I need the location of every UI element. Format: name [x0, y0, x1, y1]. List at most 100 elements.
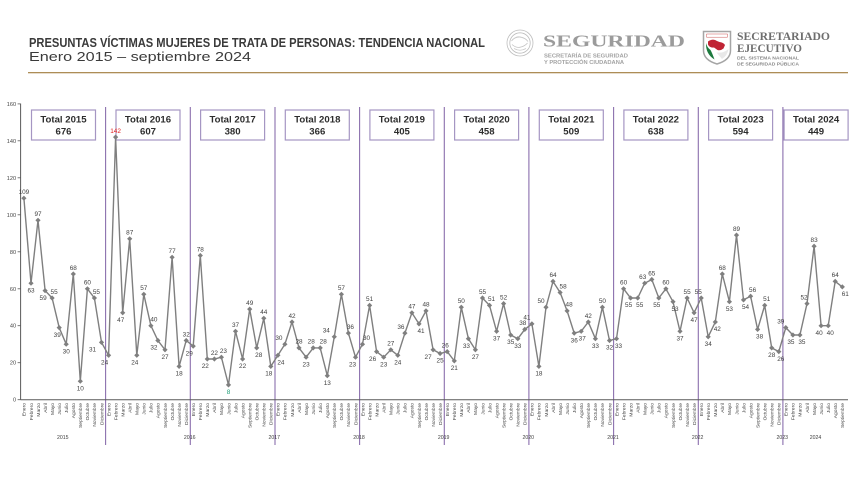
svg-text:44: 44: [260, 309, 268, 316]
svg-text:Total 2016: Total 2016: [125, 115, 171, 126]
svg-text:Enero: Enero: [22, 403, 28, 416]
svg-text:40: 40: [827, 330, 835, 337]
svg-text:2015: 2015: [57, 435, 69, 441]
svg-text:38: 38: [756, 334, 764, 341]
svg-text:Y PROTECCIÓN CIUDADANA: Y PROTECCIÓN CIUDADANA: [544, 58, 624, 66]
svg-text:61: 61: [842, 291, 850, 298]
svg-text:60: 60: [84, 280, 92, 287]
svg-text:55: 55: [51, 289, 59, 296]
svg-text:Mayo: Mayo: [558, 403, 564, 415]
svg-text:Marzo: Marzo: [798, 403, 804, 417]
svg-text:Febrero: Febrero: [621, 403, 627, 420]
svg-text:41: 41: [523, 315, 531, 322]
svg-text:Septiembre: Septiembre: [332, 403, 338, 428]
svg-text:Julio: Julio: [64, 403, 70, 413]
svg-text:Noviembre: Noviembre: [600, 403, 606, 427]
svg-text:Diciembre: Diciembre: [353, 403, 359, 425]
svg-text:Total 2015: Total 2015: [40, 115, 87, 126]
svg-text:23: 23: [303, 361, 311, 368]
svg-text:676: 676: [55, 127, 71, 138]
svg-text:2021: 2021: [607, 435, 619, 441]
svg-text:Diciembre: Diciembre: [184, 403, 190, 425]
svg-text:52: 52: [500, 294, 508, 301]
svg-text:Septiembre: Septiembre: [586, 403, 592, 428]
svg-text:2022: 2022: [692, 435, 704, 441]
svg-text:18: 18: [265, 371, 273, 378]
svg-text:Noviembre: Noviembre: [516, 403, 522, 427]
svg-text:Marzo: Marzo: [374, 403, 380, 417]
svg-text:55: 55: [93, 289, 101, 296]
svg-text:35: 35: [787, 339, 795, 346]
svg-text:Febrero: Febrero: [537, 403, 543, 420]
svg-text:Enero: Enero: [530, 403, 536, 416]
svg-text:50: 50: [537, 298, 545, 305]
svg-text:Noviembre: Noviembre: [685, 403, 691, 427]
svg-text:32: 32: [150, 345, 158, 352]
svg-text:Noviembre: Noviembre: [177, 403, 183, 427]
svg-text:36: 36: [397, 324, 405, 331]
svg-text:Enero: Enero: [784, 403, 790, 416]
svg-text:47: 47: [117, 317, 125, 324]
svg-text:Abril: Abril: [636, 403, 642, 413]
svg-text:28: 28: [308, 339, 316, 346]
svg-text:Mayo: Mayo: [389, 403, 395, 415]
svg-text:Diciembre: Diciembre: [607, 403, 613, 425]
svg-text:PRESUNTAS VÍCTIMAS MUJERES DE: PRESUNTAS VÍCTIMAS MUJERES DE TRATA DE P…: [29, 35, 485, 50]
svg-text:29: 29: [186, 350, 194, 357]
svg-text:380: 380: [225, 127, 241, 138]
svg-text:Febrero: Febrero: [29, 403, 35, 420]
svg-text:28: 28: [255, 352, 263, 359]
svg-text:Julio: Julio: [826, 403, 832, 413]
svg-text:Mayo: Mayo: [50, 403, 56, 415]
svg-text:60: 60: [10, 287, 16, 293]
svg-text:Enero: Enero: [360, 403, 366, 416]
svg-text:21: 21: [451, 365, 459, 372]
svg-text:87: 87: [126, 230, 134, 237]
svg-text:28: 28: [320, 339, 328, 346]
svg-text:42: 42: [288, 313, 296, 320]
svg-text:57: 57: [338, 285, 346, 292]
svg-text:37: 37: [579, 336, 587, 343]
svg-text:Junio: Junio: [142, 403, 148, 415]
svg-text:Mayo: Mayo: [727, 403, 733, 415]
svg-text:109: 109: [19, 189, 30, 196]
svg-text:Septiembre: Septiembre: [248, 403, 254, 428]
svg-text:Diciembre: Diciembre: [523, 403, 529, 425]
svg-text:458: 458: [479, 127, 496, 138]
svg-text:55: 55: [625, 302, 633, 309]
svg-text:40: 40: [10, 324, 16, 330]
svg-text:Julio: Julio: [318, 403, 324, 413]
svg-text:Febrero: Febrero: [113, 403, 119, 420]
svg-text:78: 78: [197, 246, 205, 253]
svg-text:32: 32: [183, 331, 191, 338]
svg-text:47: 47: [408, 304, 416, 311]
svg-text:39: 39: [777, 318, 785, 325]
svg-text:37: 37: [232, 322, 240, 329]
svg-text:Agosto: Agosto: [833, 403, 839, 419]
svg-text:594: 594: [733, 127, 750, 138]
svg-text:Octubre: Octubre: [678, 403, 684, 421]
svg-text:Abril: Abril: [382, 403, 388, 413]
svg-text:42: 42: [714, 326, 722, 333]
svg-text:Agosto: Agosto: [579, 403, 585, 419]
svg-text:Febrero: Febrero: [283, 403, 289, 420]
svg-text:Enero: Enero: [614, 403, 620, 416]
svg-text:57: 57: [140, 285, 148, 292]
svg-text:22: 22: [211, 350, 219, 357]
svg-text:Noviembre: Noviembre: [431, 403, 437, 427]
svg-text:100: 100: [7, 213, 16, 219]
svg-text:18: 18: [535, 371, 543, 378]
svg-text:Febrero: Febrero: [367, 403, 373, 420]
svg-text:366: 366: [309, 127, 325, 138]
svg-text:33: 33: [514, 343, 522, 350]
svg-text:49: 49: [246, 300, 254, 307]
svg-text:Junio: Junio: [734, 403, 740, 415]
svg-text:36: 36: [571, 337, 579, 344]
svg-text:Octubre: Octubre: [593, 403, 599, 421]
svg-text:60: 60: [620, 280, 628, 287]
svg-text:55: 55: [695, 289, 703, 296]
svg-text:Junio: Junio: [57, 403, 63, 415]
svg-text:59: 59: [40, 295, 48, 302]
svg-text:Octubre: Octubre: [170, 403, 176, 421]
svg-text:48: 48: [422, 302, 430, 309]
